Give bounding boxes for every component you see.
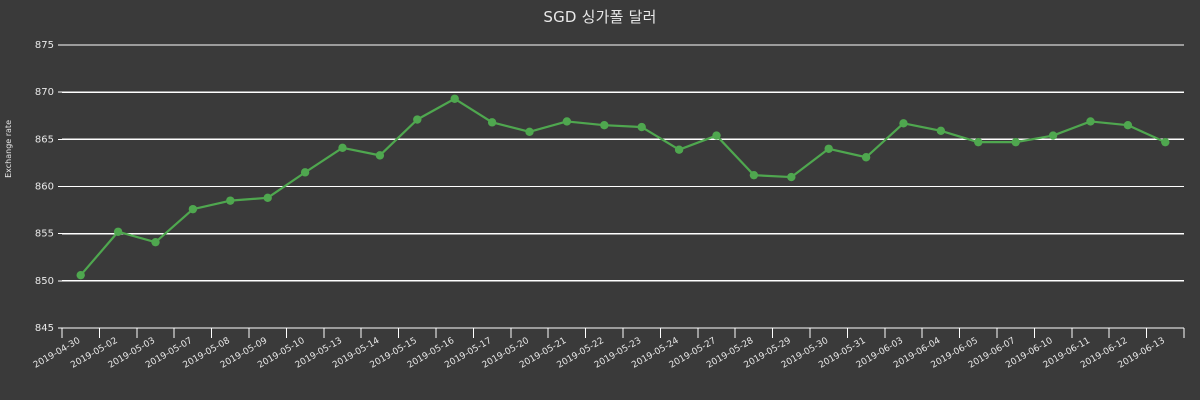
data-point-marker (749, 170, 759, 180)
data-point-marker (338, 143, 347, 153)
series-line (79, 97, 1167, 277)
chart-title: SGD 싱가폴 달러 (543, 8, 657, 26)
data-point-marker (375, 151, 385, 160)
y-tick-label: 850 (35, 276, 54, 287)
y-axis-ticks: 845 850 855 860 865 870 875 (35, 40, 62, 334)
x-axis-ticks (61, 327, 1185, 338)
data-point-marker (1011, 137, 1020, 147)
data-point-marker (562, 117, 572, 126)
y-tick-label: 875 (35, 40, 54, 51)
data-point-marker (1048, 131, 1058, 140)
data-point-marker (1161, 137, 1170, 147)
data-point-marker (1086, 117, 1095, 126)
data-point-marker (936, 126, 946, 136)
data-point-marker (1123, 120, 1133, 130)
data-point-marker (899, 119, 908, 128)
data-point-marker (525, 127, 534, 136)
data-series-exchange-rate (76, 94, 1170, 280)
data-point-marker (76, 270, 85, 280)
data-point-marker (787, 172, 796, 182)
data-point-marker (974, 137, 983, 147)
data-point-marker (712, 131, 721, 140)
gridlines (62, 44, 1184, 329)
data-point-marker (188, 204, 198, 214)
y-tick-label: 855 (35, 229, 54, 240)
data-point-marker (113, 227, 123, 236)
y-tick-label: 845 (35, 323, 54, 334)
data-point-marker (450, 94, 459, 103)
y-tick-label: 860 (35, 182, 54, 193)
data-point-marker (824, 144, 833, 153)
data-point-marker (226, 196, 235, 205)
data-point-marker (600, 120, 609, 130)
data-point-marker (413, 115, 422, 124)
y-tick-label: 870 (35, 87, 54, 98)
data-point-marker (674, 145, 684, 154)
y-tick-label: 865 (35, 134, 54, 145)
data-point-marker (861, 153, 871, 162)
data-point-marker (263, 193, 272, 203)
x-axis-tick-labels: 2019-04-302019-05-022019-05-032019-05-07… (32, 336, 1167, 371)
data-point-marker (637, 122, 646, 132)
data-point-marker (487, 118, 497, 127)
data-point-marker (151, 237, 160, 247)
data-point-marker (300, 168, 310, 177)
